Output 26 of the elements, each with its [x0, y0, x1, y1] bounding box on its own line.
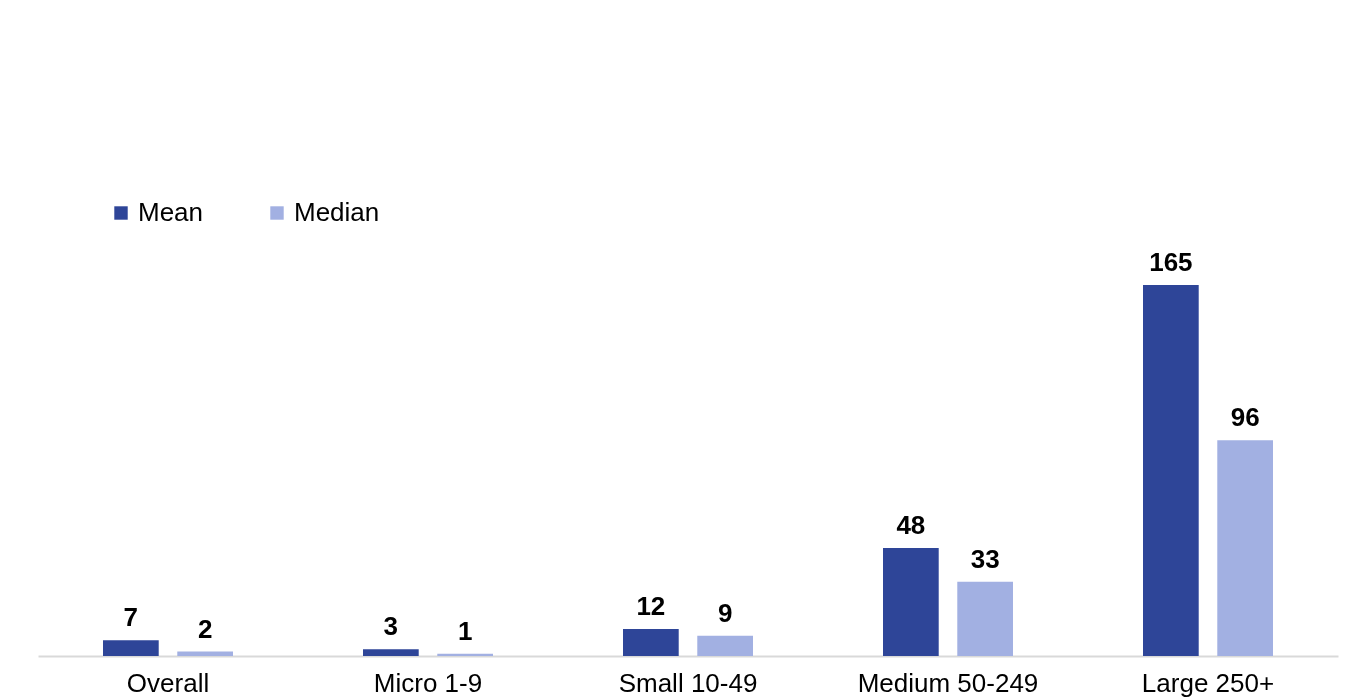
- bar: [697, 635, 753, 656]
- bar: [1217, 440, 1273, 656]
- x-tick-label: Micro 1-9: [373, 667, 483, 697]
- legend-label: Mean: [138, 197, 204, 227]
- data-label: 7: [123, 602, 139, 633]
- data-label: 9: [717, 597, 733, 628]
- x-tick-label: Overall: [126, 667, 210, 697]
- data-label: 2: [197, 613, 213, 644]
- data-label: 48: [896, 510, 926, 541]
- data-label: 165: [1149, 247, 1193, 277]
- bar: [1143, 285, 1199, 656]
- x-tick-label: Medium 50-249: [857, 667, 1039, 697]
- bar: [103, 640, 159, 656]
- bar: [957, 581, 1013, 656]
- bar: [883, 548, 939, 656]
- x-tick-label: Large 250+: [1141, 667, 1275, 697]
- x-tick-label: Small 10-49: [618, 667, 758, 697]
- data-label: 96: [1230, 402, 1260, 433]
- bar: [363, 649, 419, 656]
- bar: [437, 653, 493, 656]
- data-label: 33: [970, 543, 1000, 574]
- data-label: 1: [457, 615, 473, 646]
- bar: [623, 629, 679, 656]
- data-label: 12: [636, 591, 666, 622]
- legend-label: Median: [294, 197, 380, 227]
- data-label: 3: [383, 611, 399, 642]
